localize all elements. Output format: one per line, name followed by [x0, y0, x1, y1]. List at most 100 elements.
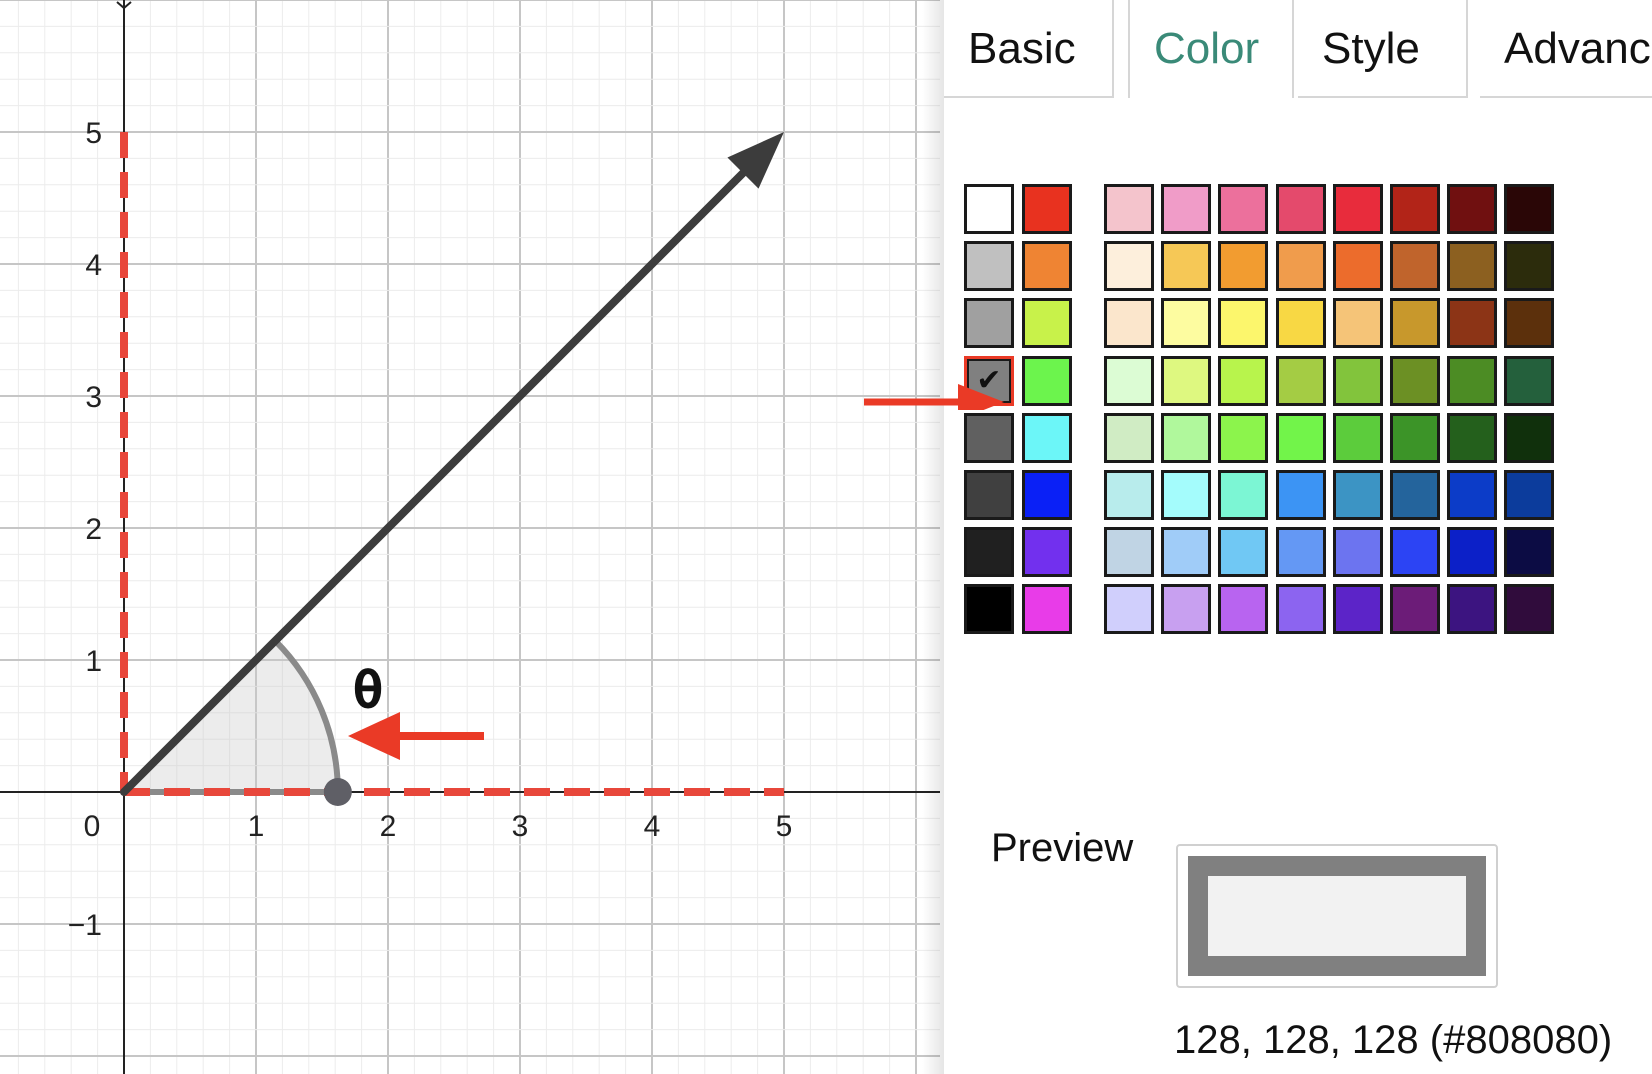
color-swatch[interactable]: [1332, 412, 1383, 463]
color-swatch[interactable]: [1161, 470, 1212, 520]
tab-basic[interactable]: Basic: [944, 0, 1114, 98]
color-swatch[interactable]: [964, 527, 1014, 578]
color-swatch[interactable]: [1332, 355, 1383, 406]
color-swatch[interactable]: [1161, 527, 1212, 578]
tab-advanced[interactable]: Advanced: [1480, 0, 1652, 98]
color-swatch[interactable]: [1022, 184, 1072, 234]
y-tick-label: 3: [85, 381, 102, 414]
color-swatch[interactable]: [1022, 470, 1072, 520]
color-swatch[interactable]: [1104, 584, 1154, 635]
color-swatch[interactable]: [1390, 298, 1440, 349]
color-swatch[interactable]: [1218, 298, 1269, 349]
color-swatch[interactable]: [1447, 298, 1498, 349]
angle-sector: [124, 640, 338, 792]
color-swatch[interactable]: [1390, 412, 1440, 463]
color-swatch[interactable]: [1447, 241, 1498, 292]
color-readout: 128, 128, 128 (#808080): [1174, 1018, 1613, 1062]
color-swatch[interactable]: [1104, 298, 1154, 349]
color-swatch[interactable]: [1504, 412, 1555, 463]
color-swatch[interactable]: [1504, 241, 1555, 292]
color-swatch[interactable]: [1218, 527, 1269, 578]
color-swatch[interactable]: [1022, 298, 1072, 349]
color-swatch[interactable]: [1022, 527, 1072, 578]
color-swatch[interactable]: [1022, 584, 1072, 635]
preview-box: [1176, 844, 1498, 988]
color-swatch[interactable]: [964, 412, 1014, 463]
color-swatch[interactable]: [964, 584, 1014, 635]
color-swatch[interactable]: [964, 470, 1014, 520]
checkmark-icon: ✔: [976, 363, 1002, 397]
color-swatch[interactable]: [1161, 184, 1212, 234]
color-swatch[interactable]: [1390, 184, 1440, 234]
color-swatch[interactable]: [1447, 355, 1498, 406]
tab-style[interactable]: Style: [1298, 0, 1468, 98]
color-swatch[interactable]: [1332, 298, 1383, 349]
color-swatch[interactable]: [1504, 470, 1555, 520]
color-swatch[interactable]: [1161, 412, 1212, 463]
color-swatch[interactable]: [1332, 470, 1383, 520]
color-swatch[interactable]: [1332, 527, 1383, 578]
color-swatch[interactable]: [1218, 584, 1269, 635]
color-swatch[interactable]: [1022, 355, 1072, 406]
color-swatch[interactable]: [1104, 470, 1154, 520]
angle-pointer-arrowhead-icon: [348, 712, 400, 760]
color-swatch[interactable]: [1447, 412, 1498, 463]
color-swatch[interactable]: [1218, 355, 1269, 406]
color-swatch[interactable]: [1390, 584, 1440, 635]
color-swatch[interactable]: [1275, 470, 1326, 520]
color-swatch[interactable]: [1275, 355, 1326, 406]
color-swatch[interactable]: [1104, 241, 1154, 292]
color-swatch[interactable]: [1161, 241, 1212, 292]
y-tick-label: 5: [85, 117, 102, 150]
color-swatch[interactable]: [1104, 184, 1154, 234]
color-swatch[interactable]: [1275, 412, 1326, 463]
x-tick-label: 5: [776, 810, 793, 843]
color-swatch[interactable]: [964, 298, 1014, 349]
color-swatch[interactable]: [1390, 527, 1440, 578]
color-swatch[interactable]: [1447, 584, 1498, 635]
color-swatch[interactable]: [1218, 412, 1269, 463]
color-swatch[interactable]: [1275, 184, 1326, 234]
color-swatch[interactable]: [1218, 184, 1269, 234]
color-swatch[interactable]: [1390, 470, 1440, 520]
color-swatch[interactable]: [1390, 355, 1440, 406]
color-swatch[interactable]: [1504, 355, 1555, 406]
panel-divider: [922, 0, 944, 1074]
color-swatch[interactable]: [1504, 527, 1555, 578]
angle-point: [323, 778, 352, 806]
color-swatch[interactable]: [1104, 355, 1154, 406]
color-swatch[interactable]: [1104, 412, 1154, 463]
color-swatch[interactable]: [1332, 184, 1383, 234]
color-swatch[interactable]: [1332, 241, 1383, 292]
color-swatch[interactable]: [964, 184, 1014, 234]
color-swatch[interactable]: [1161, 355, 1212, 406]
color-swatch[interactable]: [1104, 527, 1154, 578]
color-swatch[interactable]: [1022, 241, 1072, 292]
color-swatch[interactable]: [1275, 241, 1326, 292]
color-swatch[interactable]: [1447, 527, 1498, 578]
color-swatch[interactable]: [1218, 241, 1269, 292]
color-swatch[interactable]: [1022, 412, 1072, 463]
color-swatch[interactable]: [1275, 584, 1326, 635]
color-swatch[interactable]: [1332, 584, 1383, 635]
tab-color[interactable]: Color: [1128, 0, 1294, 98]
color-palette: ✔: [944, 0, 1652, 700]
color-swatch[interactable]: [1161, 584, 1212, 635]
color-swatch[interactable]: [1275, 527, 1326, 578]
graph-view[interactable]: 101234554321−1θ: [0, 0, 940, 1074]
y-axis-arrow-icon: [116, 1, 132, 10]
color-swatch[interactable]: [1390, 241, 1440, 292]
color-swatch[interactable]: [1504, 298, 1555, 349]
color-swatch[interactable]: [964, 241, 1014, 292]
pointer-arrow-icon: [864, 384, 1004, 410]
color-swatch[interactable]: [1447, 470, 1498, 520]
color-swatch[interactable]: [1161, 298, 1212, 349]
vector-line: [120, 164, 752, 796]
color-swatch[interactable]: [1504, 584, 1555, 635]
color-swatch[interactable]: [1504, 184, 1555, 234]
color-swatch[interactable]: [1447, 184, 1498, 234]
color-swatch[interactable]: [1218, 470, 1269, 520]
graph-canvas[interactable]: 101234554321−1θ: [0, 0, 940, 1074]
color-swatch[interactable]: [1275, 298, 1326, 349]
x-tick-label: 0: [84, 810, 101, 843]
